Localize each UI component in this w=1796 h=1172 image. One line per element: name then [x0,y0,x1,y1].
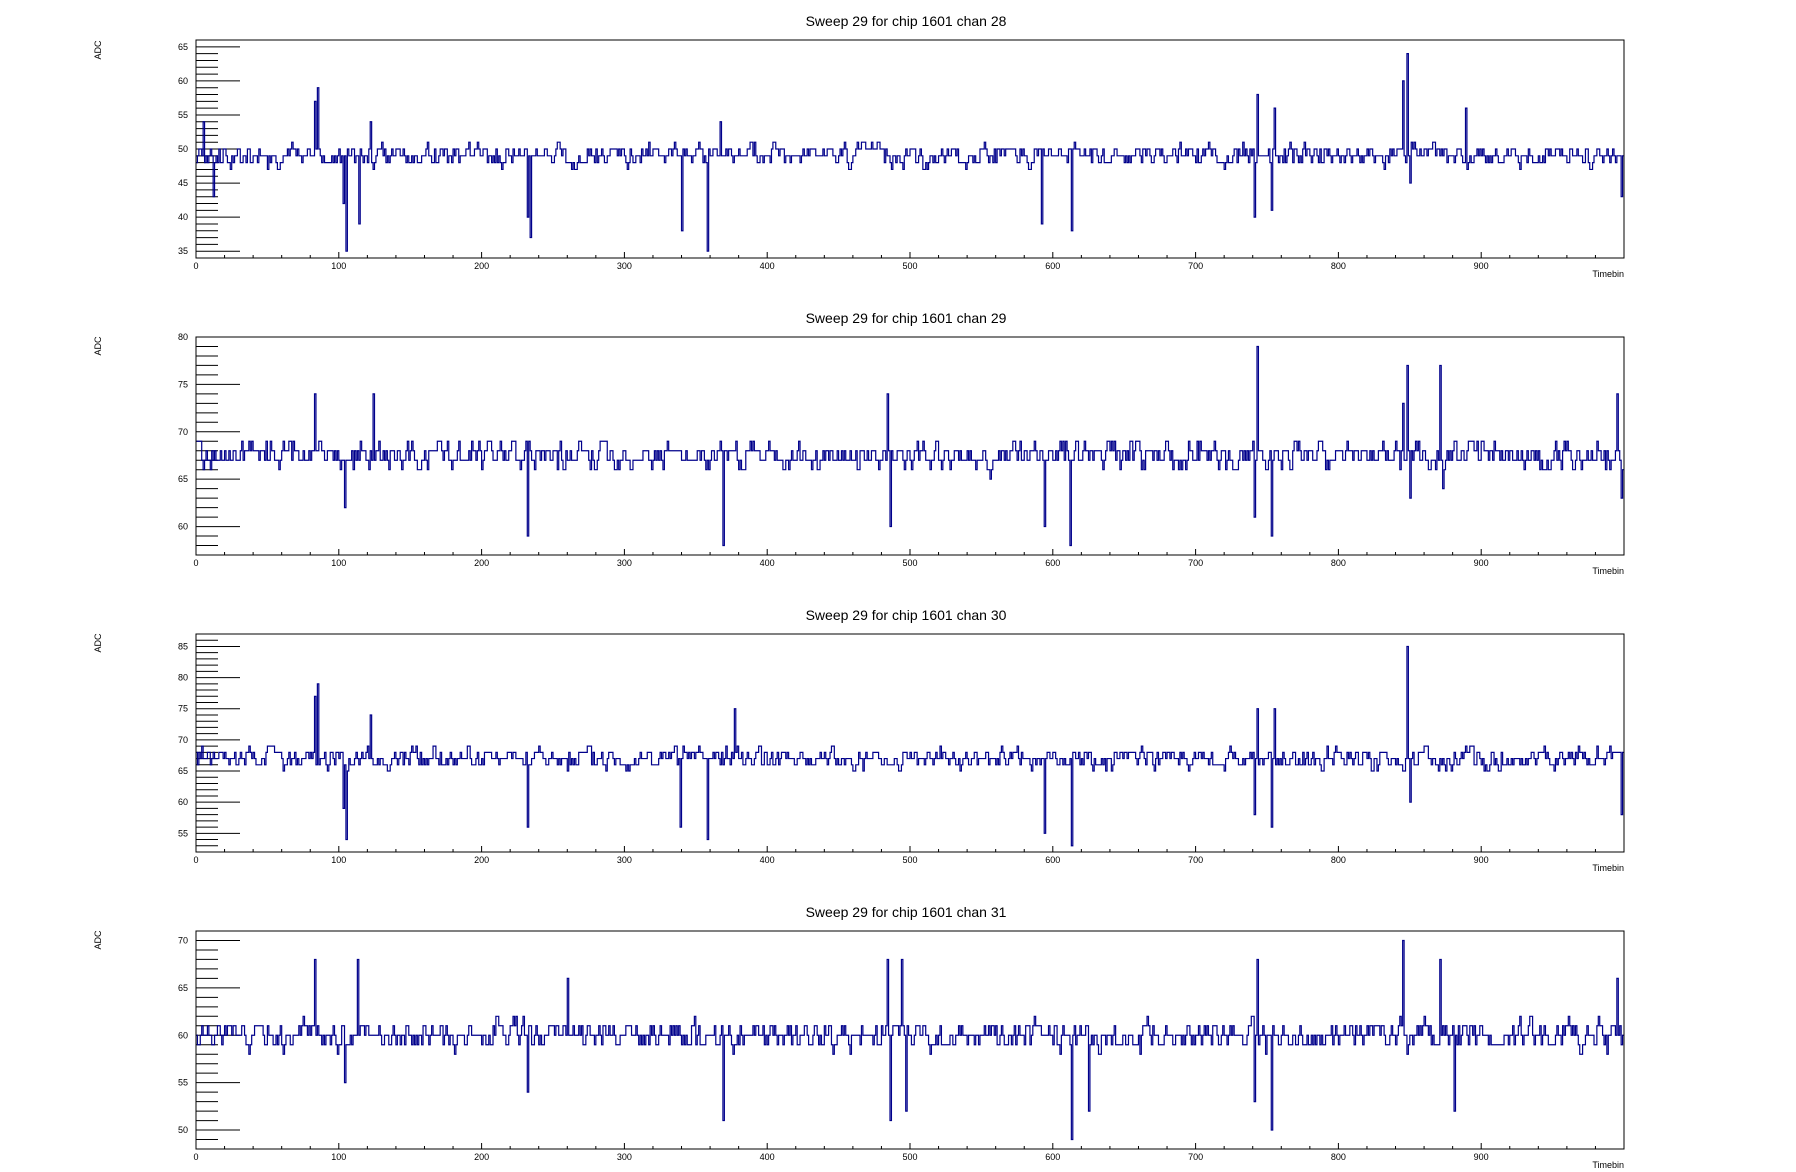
x-tick-label: 0 [193,261,198,271]
x-tick-label: 300 [617,261,632,271]
x-tick-label: 200 [474,855,489,865]
x-tick-label: 0 [193,1152,198,1162]
panel-4-title: Sweep 29 for chip 1601 chan 31 [806,904,1007,920]
x-tick-label: 100 [331,558,346,568]
x-tick-label: 300 [617,1152,632,1162]
x-tick-label: 900 [1474,1152,1489,1162]
y-tick-label: 85 [178,641,188,651]
x-tick-label: 800 [1331,1152,1346,1162]
y-tick-label: 80 [178,673,188,683]
panel-3-xlabel: Timebin [1592,863,1624,873]
panel-4: Sweep 29 for chip 1601 chan 31 ADC Timeb… [93,904,1625,1170]
panel-4-ylabel: ADC [93,930,103,950]
panel-2: Sweep 29 for chip 1601 chan 29 ADC Timeb… [93,310,1625,576]
y-tick-label: 65 [178,983,188,993]
panel-2-title: Sweep 29 for chip 1601 chan 29 [806,310,1007,326]
panel-1-xlabel: Timebin [1592,269,1624,279]
x-tick-label: 800 [1331,855,1346,865]
y-tick-label: 55 [178,1078,188,1088]
y-tick-label: 70 [178,735,188,745]
y-tick-label: 65 [178,42,188,52]
x-tick-label: 600 [1045,261,1060,271]
x-tick-label: 600 [1045,558,1060,568]
y-tick-label: 60 [178,1030,188,1040]
panel-1-ylabel: ADC [93,40,103,60]
y-tick-label: 70 [178,427,188,437]
panel-2-ylabel: ADC [93,336,103,356]
x-tick-label: 400 [760,855,775,865]
x-tick-label: 300 [617,558,632,568]
x-tick-label: 200 [474,261,489,271]
panel-4-xlabel: Timebin [1592,1160,1624,1170]
x-tick-label: 700 [1188,261,1203,271]
panel-3: Sweep 29 for chip 1601 chan 30 ADC Timeb… [93,607,1625,873]
y-tick-label: 35 [178,246,188,256]
panel-1-frame [195,39,1625,259]
y-tick-label: 55 [178,828,188,838]
y-tick-label: 60 [178,797,188,807]
y-tick-label: 60 [178,76,188,86]
x-tick-label: 600 [1045,1152,1060,1162]
panel-3-ylabel: ADC [93,633,103,653]
x-tick-label: 900 [1474,855,1489,865]
x-tick-label: 200 [474,1152,489,1162]
x-tick-label: 500 [902,558,917,568]
panel-1-series-line [196,53,1624,252]
x-tick-label: 0 [193,855,198,865]
x-tick-label: 100 [331,855,346,865]
y-tick-label: 45 [178,178,188,188]
x-tick-label: 300 [617,855,632,865]
y-tick-label: 50 [178,144,188,154]
y-tick-label: 55 [178,110,188,120]
y-tick-label: 65 [178,474,188,484]
panel-3-frame [195,633,1625,853]
panel-1-title: Sweep 29 for chip 1601 chan 28 [806,13,1007,29]
x-tick-label: 500 [902,855,917,865]
y-tick-label: 80 [178,332,188,342]
x-tick-label: 700 [1188,1152,1203,1162]
x-tick-label: 400 [760,261,775,271]
x-tick-label: 500 [902,261,917,271]
x-tick-label: 800 [1331,558,1346,568]
y-tick-label: 40 [178,212,188,222]
x-tick-label: 600 [1045,855,1060,865]
x-tick-label: 100 [331,1152,346,1162]
x-tick-label: 400 [760,558,775,568]
x-tick-label: 500 [902,1152,917,1162]
panel-4-frame [195,930,1625,1150]
panel-4-series-line [196,939,1624,1141]
x-tick-label: 900 [1474,261,1489,271]
panel-3-series-line [196,645,1624,847]
y-tick-label: 70 [178,935,188,945]
x-tick-label: 800 [1331,261,1346,271]
x-tick-label: 400 [760,1152,775,1162]
y-tick-label: 60 [178,522,188,532]
x-tick-label: 700 [1188,855,1203,865]
panel-2-frame [195,336,1625,556]
panel-1-axes: 35 40 45 50 55 60 65 0 100 200 300 400 500 600 700 800 9… [178,39,1625,271]
x-tick-label: 900 [1474,558,1489,568]
x-tick-label: 200 [474,558,489,568]
x-tick-label: 700 [1188,558,1203,568]
y-tick-label: 50 [178,1125,188,1135]
panel-2-series-line [196,345,1624,547]
y-tick-label: 65 [178,766,188,776]
y-tick-label: 75 [178,379,188,389]
panel-3-title: Sweep 29 for chip 1601 chan 30 [806,607,1007,623]
y-tick-label: 75 [178,704,188,714]
x-tick-label: 100 [331,261,346,271]
panel-1: Sweep 29 for chip 1601 chan 28 ADC Timeb… [93,13,1625,279]
panel-2-xlabel: Timebin [1592,566,1624,576]
x-tick-label: 0 [193,558,198,568]
